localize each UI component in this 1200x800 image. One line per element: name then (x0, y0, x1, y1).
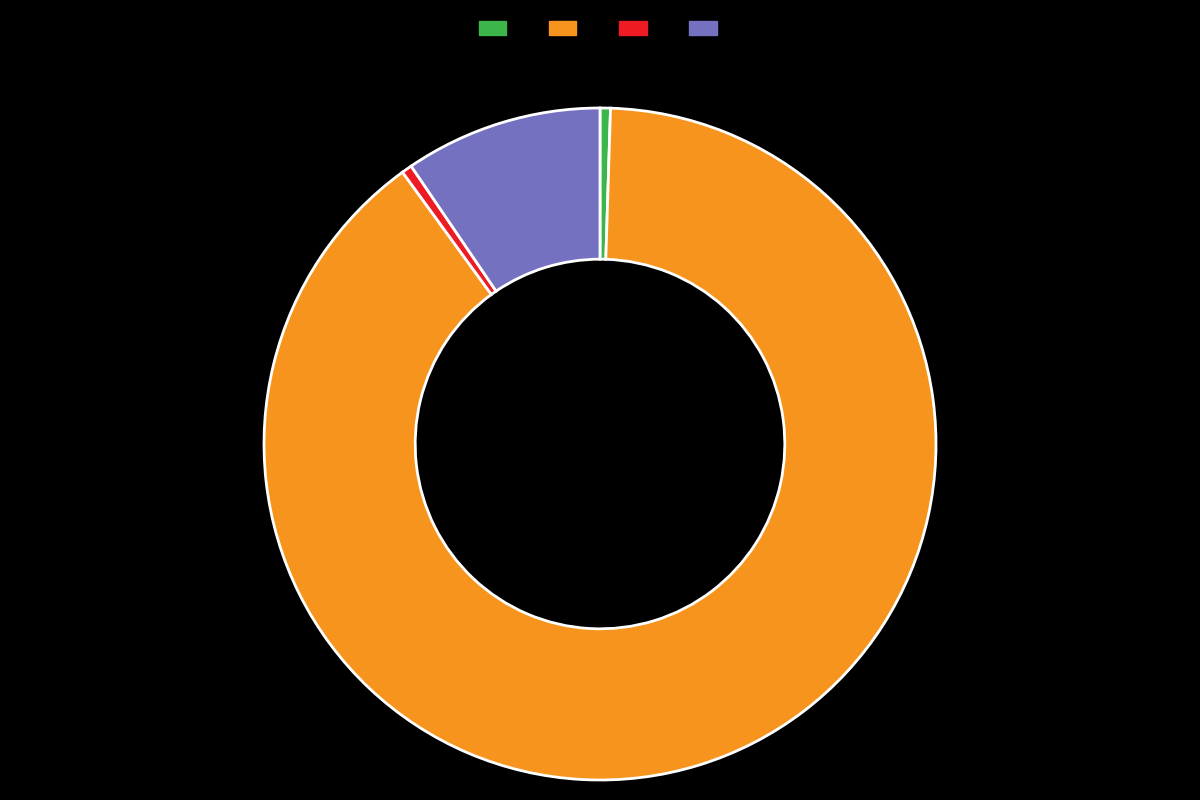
Wedge shape (264, 108, 936, 780)
Wedge shape (600, 108, 611, 259)
Wedge shape (402, 166, 496, 294)
Wedge shape (412, 108, 600, 291)
Legend: , , , : , , , (473, 15, 727, 42)
